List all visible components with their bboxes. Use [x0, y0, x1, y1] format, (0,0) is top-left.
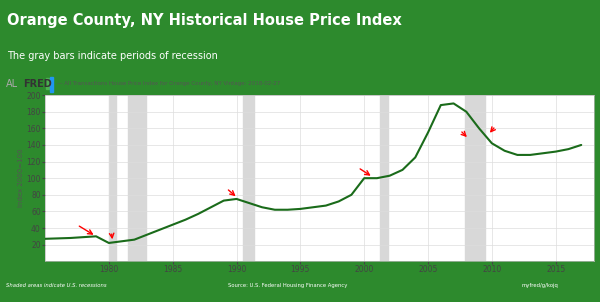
- Bar: [380, 95, 388, 261]
- Text: myfred/g/kojq: myfred/g/kojq: [522, 283, 559, 288]
- Bar: [465, 95, 485, 261]
- Bar: [50, 77, 53, 92]
- Text: Orange County, NY Historical House Price Index: Orange County, NY Historical House Price…: [7, 13, 402, 28]
- Text: Source: U.S. Federal Housing Finance Agency: Source: U.S. Federal Housing Finance Age…: [228, 283, 347, 288]
- Bar: [243, 95, 254, 261]
- Bar: [128, 95, 146, 261]
- Bar: [109, 95, 116, 261]
- Text: FRED: FRED: [23, 79, 52, 89]
- Text: Shaded areas indicate U.S. recessions: Shaded areas indicate U.S. recessions: [6, 283, 107, 288]
- Y-axis label: Index 2000=100: Index 2000=100: [17, 149, 23, 207]
- Text: AL: AL: [6, 79, 18, 89]
- Text: — All Transactions House Price Index for Orange County, NY Vintage: 2018-02-27: — All Transactions House Price Index for…: [57, 81, 280, 86]
- Bar: [46, 78, 49, 89]
- Text: The gray bars indicate periods of recession: The gray bars indicate periods of recess…: [7, 51, 218, 61]
